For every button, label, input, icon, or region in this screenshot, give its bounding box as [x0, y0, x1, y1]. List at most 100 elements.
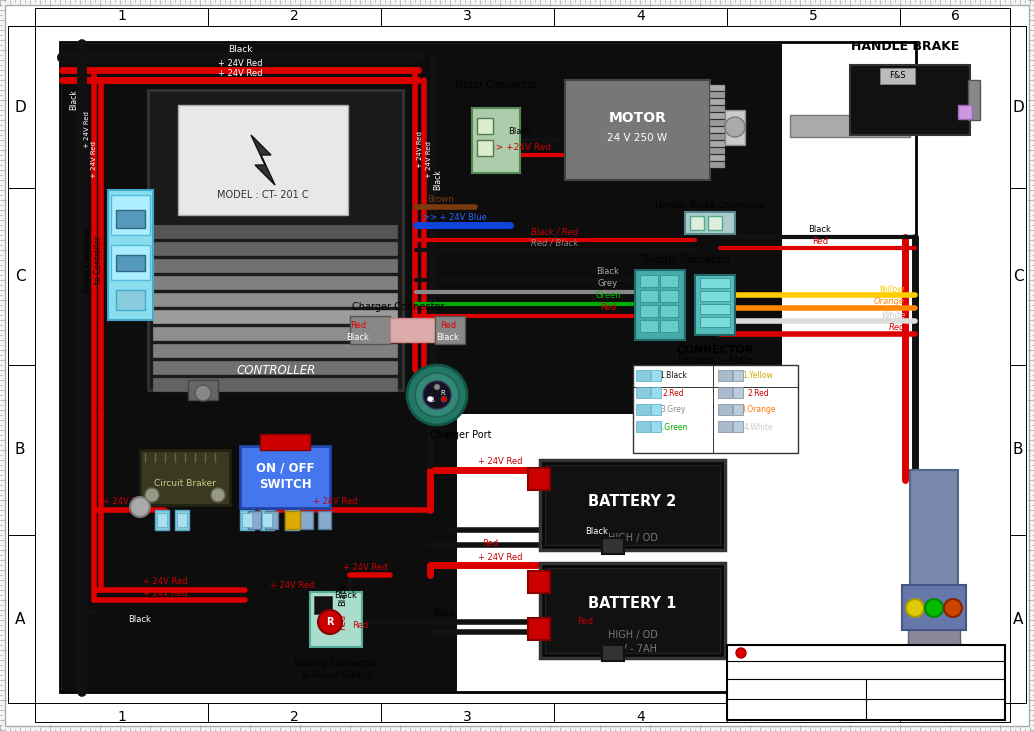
Text: DATE : SEPT - 07 - 2004: DATE : SEPT - 07 - 2004: [746, 702, 846, 711]
Bar: [153, 276, 398, 290]
Bar: [710, 127, 725, 133]
Circle shape: [736, 648, 746, 658]
Bar: [710, 113, 725, 119]
Circle shape: [925, 599, 943, 617]
Bar: [472, 108, 520, 173]
Bar: [435, 316, 465, 344]
Circle shape: [318, 610, 342, 634]
Bar: [528, 571, 550, 593]
Bar: [155, 510, 169, 530]
Text: 4: 4: [636, 9, 645, 23]
Bar: [153, 225, 398, 239]
Bar: [727, 645, 1005, 720]
Text: HIGH / OD: HIGH / OD: [608, 533, 658, 543]
Bar: [957, 105, 972, 119]
Bar: [968, 80, 980, 120]
Text: 24 V 250 W: 24 V 250 W: [607, 133, 668, 143]
Text: Handle Brake Connector: Handle Brake Connector: [655, 200, 765, 210]
Bar: [260, 510, 274, 530]
Bar: [528, 468, 550, 490]
Text: A: A: [1013, 612, 1024, 626]
Text: Charger Port: Charger Port: [430, 430, 492, 440]
Bar: [708, 216, 722, 230]
Bar: [636, 387, 650, 398]
Bar: [908, 640, 960, 685]
Circle shape: [145, 488, 159, 502]
Bar: [902, 585, 966, 630]
Text: Yellow: Yellow: [879, 284, 905, 294]
Text: 3.Grey: 3.Grey: [661, 406, 686, 414]
Circle shape: [415, 373, 459, 417]
Bar: [300, 511, 313, 529]
Bar: [690, 216, 704, 230]
Text: + 24V Red: + 24V Red: [270, 580, 314, 589]
Bar: [918, 678, 950, 692]
Text: Battery Connector: Battery Connector: [295, 659, 377, 669]
Bar: [116, 255, 145, 271]
Bar: [318, 511, 331, 529]
Bar: [733, 421, 743, 432]
Bar: [153, 378, 398, 392]
Text: Circuit Braker: Circuit Braker: [154, 479, 216, 488]
Text: D: D: [14, 99, 26, 115]
Text: 4.White: 4.White: [743, 423, 772, 431]
Text: Red: Red: [482, 539, 498, 548]
Text: Power Connector
to Controller: Power Connector to Controller: [84, 227, 102, 292]
Bar: [310, 592, 362, 647]
Text: Red: Red: [600, 303, 616, 312]
Bar: [178, 105, 348, 215]
Bar: [635, 270, 685, 340]
Polygon shape: [251, 135, 275, 185]
Bar: [733, 387, 743, 398]
Bar: [640, 305, 658, 317]
Bar: [287, 513, 297, 527]
Bar: [660, 290, 678, 302]
Text: 1.Yellow: 1.Yellow: [742, 371, 773, 381]
Text: Black: Black: [488, 518, 512, 526]
Text: Throttle Connector: Throttle Connector: [639, 255, 731, 265]
Text: DRAWING BY : PHILIP THAI: DRAWING BY : PHILIP THAI: [878, 683, 993, 692]
Text: + 24V Red: + 24V Red: [102, 498, 147, 507]
Text: Black: Black: [564, 619, 586, 629]
Text: BATTERY 2: BATTERY 2: [588, 494, 676, 510]
Text: B: B: [1012, 442, 1024, 458]
Bar: [710, 141, 725, 147]
Bar: [116, 210, 145, 228]
Bar: [148, 90, 403, 390]
Bar: [111, 245, 150, 280]
Text: 2.Red: 2.Red: [748, 388, 769, 398]
Text: A: A: [14, 612, 25, 626]
Text: Female  -  Male: Female - Male: [677, 355, 753, 365]
Bar: [116, 290, 145, 310]
Bar: [651, 421, 661, 432]
Text: VERSION : V1 THRU V6: VERSION : V1 THRU V6: [748, 683, 845, 692]
Text: +: +: [534, 622, 545, 636]
Text: Black: Black: [509, 127, 531, 137]
Circle shape: [407, 365, 467, 425]
Bar: [157, 513, 168, 527]
Bar: [685, 212, 735, 234]
Bar: [153, 344, 398, 358]
Bar: [540, 460, 725, 550]
Text: Black: Black: [128, 616, 151, 624]
Bar: [602, 538, 624, 554]
Text: Charger Connector: Charger Connector: [352, 302, 445, 312]
Text: B: B: [14, 442, 25, 458]
Bar: [710, 85, 725, 91]
Bar: [718, 387, 732, 398]
Bar: [242, 513, 252, 527]
Bar: [718, 404, 732, 415]
Text: +: +: [534, 575, 545, 589]
Bar: [910, 470, 957, 645]
Bar: [262, 513, 272, 527]
Text: SWITCH: SWITCH: [258, 477, 311, 491]
Circle shape: [440, 396, 447, 402]
Text: Motor Connector: Motor Connector: [455, 80, 537, 90]
Text: THROTTLE: THROTTLE: [898, 662, 971, 675]
Text: 2: 2: [291, 710, 299, 724]
Circle shape: [130, 497, 150, 517]
Text: Black: Black: [69, 90, 79, 110]
Bar: [640, 275, 658, 287]
Text: Black: Black: [338, 583, 347, 607]
Bar: [633, 365, 798, 453]
